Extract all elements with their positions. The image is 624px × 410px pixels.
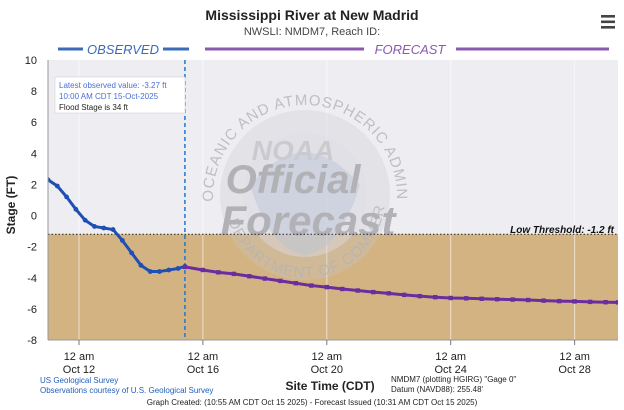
observed-point — [73, 206, 79, 212]
observed-point — [101, 225, 107, 231]
forecast-band: FORECAST — [205, 42, 609, 57]
x-tick-time: 12 am — [188, 351, 219, 363]
forecast-point — [603, 300, 608, 305]
low-threshold-label: Low Threshold: -1.2 ft — [510, 225, 615, 236]
y-tick-label: -8 — [27, 335, 37, 347]
forecast-point — [386, 291, 391, 296]
x-tick-time: 12 am — [64, 351, 95, 363]
forecast-point — [448, 295, 453, 301]
observed-band: OBSERVED — [58, 42, 189, 57]
forecast-point — [464, 296, 469, 301]
forecast-point — [324, 284, 330, 290]
forecast-point — [587, 299, 593, 305]
forecast-point — [417, 293, 422, 299]
flood-stage-note: Flood Stage is 34 ft — [59, 103, 129, 112]
chart-title: Mississippi River at New Madrid — [205, 7, 418, 23]
forecast-point — [262, 276, 268, 281]
forecast-point — [247, 274, 252, 279]
x-tick-time: 12 am — [435, 351, 466, 363]
y-tick-label: 4 — [31, 148, 37, 160]
usgs-courtesy-label: Observations courtesy of U.S. Geological… — [40, 386, 213, 395]
observed-point — [64, 194, 69, 200]
forecast-point — [402, 292, 407, 298]
forecast-point — [572, 299, 577, 304]
observed-point — [175, 266, 181, 271]
x-tick-date: Oct 24 — [435, 364, 467, 376]
observed-point — [157, 269, 162, 274]
observed-label: OBSERVED — [87, 42, 159, 57]
forecast-point — [494, 297, 500, 302]
observed-point — [147, 269, 153, 274]
y-tick-label: -2 — [27, 242, 37, 254]
watermark-official: Official — [226, 158, 362, 202]
datum-label-1: NMDM7 (plotting HGIRG) "Gage 0" — [391, 375, 516, 384]
data-series — [48, 177, 618, 305]
forecast-point — [216, 270, 221, 275]
observed-point — [166, 267, 172, 273]
menu-icon[interactable] — [601, 15, 615, 29]
forecast-point — [355, 288, 360, 293]
y-tick-label: 2 — [31, 179, 37, 191]
forecast-point — [231, 271, 237, 277]
forecast-point — [541, 298, 546, 303]
x-axis-label: Site Time (CDT) — [285, 379, 374, 393]
forecast-point — [433, 295, 438, 300]
forecast-point — [615, 300, 618, 305]
x-tick-date: Oct 28 — [558, 364, 590, 376]
observed-point — [138, 262, 144, 268]
x-tick-time: 12 am — [559, 351, 590, 363]
y-tick-label: -6 — [27, 304, 37, 316]
y-axis-label: Stage (FT) — [4, 176, 18, 235]
observed-point — [54, 183, 60, 189]
forecast-point — [479, 296, 484, 301]
latest-value-box: Latest observed value: -3.27 ft 10:00 AM… — [54, 76, 186, 114]
forecast-point — [371, 289, 376, 295]
x-tick-date: Oct 16 — [187, 364, 219, 376]
forecast-label: FORECAST — [375, 42, 447, 57]
observed-point — [129, 250, 135, 256]
usgs-label: US Geological Survey — [40, 376, 118, 385]
forecast-point — [309, 283, 314, 288]
y-tick-label: 6 — [31, 117, 37, 129]
observed-point — [119, 238, 125, 243]
observed-point — [92, 224, 97, 229]
y-tick-label: 10 — [25, 55, 37, 67]
x-tick-date: Oct 20 — [311, 364, 343, 376]
watermark-noaa: NOAA — [252, 135, 334, 166]
y-tick-labels: -8 -6 -4 -2 0 2 4 6 8 10 — [25, 55, 37, 347]
latest-observed-label: Latest observed value: -3.27 ft — [59, 81, 167, 90]
forecast-point — [556, 298, 562, 304]
x-tick-time: 12 am — [312, 351, 343, 363]
forecast-point — [293, 281, 299, 286]
forecast-point — [525, 297, 531, 303]
forecast-point — [182, 264, 188, 270]
graph-created-label: Graph Created: (10:55 AM CDT Oct 15 2025… — [147, 398, 478, 407]
forecast-point — [278, 278, 283, 284]
forecast-point — [340, 286, 345, 292]
observed-point — [110, 227, 116, 232]
forecast-point — [200, 267, 206, 273]
chart-subtitle: NWSLI: NMDM7, Reach ID: — [244, 26, 380, 38]
y-tick-label: 8 — [31, 86, 37, 98]
x-tick-date: Oct 12 — [63, 364, 95, 376]
observed-point — [82, 217, 88, 223]
forecast-point — [510, 297, 515, 302]
observed-point — [48, 177, 51, 183]
watermark-forecast: Forecast — [220, 197, 397, 244]
y-tick-label: -4 — [27, 273, 37, 285]
latest-observed-time: 10:00 AM CDT 15-Oct-2025 — [59, 92, 159, 101]
datum-label-2: Datum (NAVD88): 255.48' — [391, 385, 484, 394]
y-tick-label: 0 — [31, 211, 37, 223]
observed-line — [48, 178, 186, 274]
